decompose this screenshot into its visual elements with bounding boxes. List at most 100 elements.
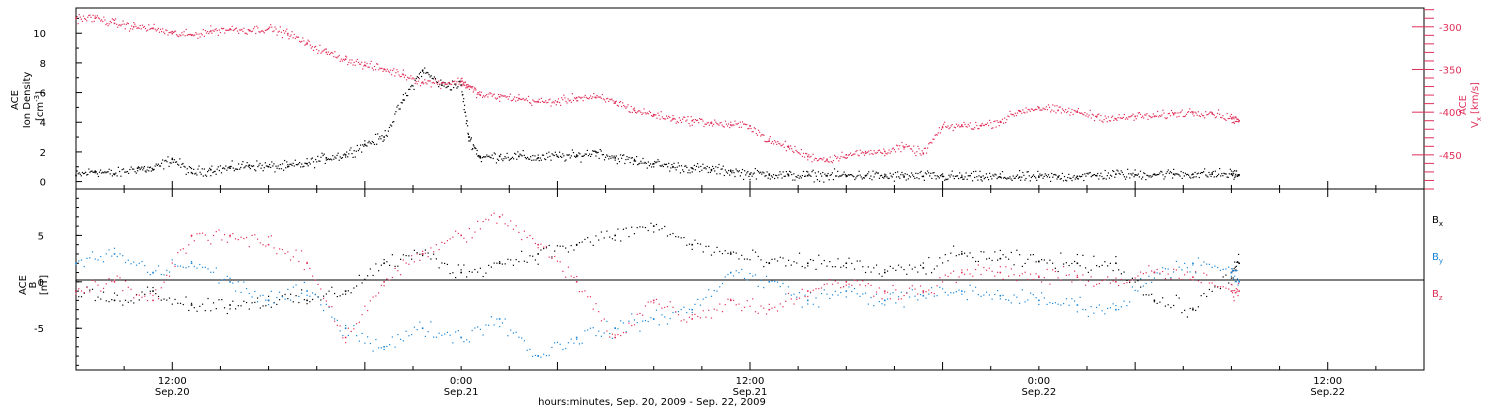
density-point	[320, 156, 322, 158]
bz-point	[273, 247, 275, 249]
density-point	[321, 152, 323, 154]
density-point	[248, 164, 251, 167]
density-point	[577, 155, 579, 157]
bz-point	[556, 260, 559, 262]
vx-point	[1167, 113, 1169, 115]
by-point	[295, 284, 297, 286]
density-point	[1193, 176, 1195, 178]
bz-point	[620, 334, 622, 337]
density-point	[1009, 176, 1011, 178]
density-point	[784, 175, 786, 177]
vx-point	[248, 30, 250, 32]
vx-point	[928, 143, 930, 145]
vx-point	[1207, 113, 1209, 116]
bz-point	[306, 262, 308, 265]
by-point	[1052, 302, 1054, 305]
density-point	[481, 156, 484, 159]
by-point	[936, 295, 938, 297]
bz-point	[686, 321, 688, 323]
vx-point	[739, 121, 741, 123]
vx-point	[178, 35, 180, 38]
bz-point	[845, 284, 847, 286]
vx-point	[985, 123, 988, 126]
density-point	[837, 170, 839, 172]
vx-point	[887, 152, 889, 154]
density-point	[1090, 176, 1092, 178]
density-point	[858, 170, 860, 172]
bx-point	[837, 258, 839, 260]
by-point	[422, 327, 424, 330]
by-point	[760, 279, 762, 281]
vx-point	[1055, 112, 1057, 114]
vx-point	[806, 153, 808, 155]
bx-point	[584, 238, 586, 240]
density-point	[812, 169, 814, 171]
vx-point	[1201, 114, 1204, 117]
bx-point	[460, 271, 462, 274]
density-point	[624, 162, 626, 165]
density-point	[614, 159, 616, 161]
density-point	[1087, 173, 1089, 175]
density-point	[579, 153, 581, 155]
bx-point	[812, 259, 814, 262]
bz-point	[587, 296, 589, 298]
vx-point	[600, 97, 602, 99]
density-point	[919, 171, 921, 174]
vx-point	[328, 53, 331, 56]
density-point	[316, 161, 318, 163]
bx-point	[501, 263, 504, 265]
density-point	[216, 168, 218, 170]
bx-point	[735, 252, 737, 254]
vx-point	[671, 119, 673, 121]
density-point	[210, 175, 212, 177]
by-point	[438, 332, 440, 334]
vx-point	[1168, 112, 1170, 115]
density-point	[485, 156, 487, 158]
density-point	[464, 111, 467, 113]
bz-point	[1140, 271, 1142, 273]
by-point	[644, 319, 647, 322]
by-point	[900, 291, 902, 293]
vx-point	[186, 34, 188, 36]
vx-point	[373, 65, 376, 68]
bz-point	[1233, 300, 1235, 302]
vx-point	[883, 148, 885, 150]
by-point	[661, 314, 663, 316]
density-point	[1172, 173, 1175, 175]
bx-point	[669, 233, 671, 236]
vx-point	[1101, 120, 1103, 122]
bx-point	[1120, 273, 1122, 275]
vx-point	[749, 125, 751, 127]
bz-point	[688, 316, 691, 318]
density-point	[859, 174, 861, 176]
bz-point	[1153, 271, 1155, 273]
density-point	[257, 166, 259, 168]
by-point	[724, 276, 726, 278]
density-point	[643, 162, 645, 164]
density-point	[832, 178, 835, 181]
by-point	[113, 247, 116, 249]
density-point	[1174, 174, 1176, 176]
density-point	[162, 159, 164, 161]
density-point	[97, 175, 100, 178]
density-point	[1013, 177, 1015, 179]
density-point	[182, 162, 184, 165]
bz-point	[152, 299, 154, 302]
bx-point	[468, 270, 470, 273]
density-point	[298, 161, 301, 164]
vx-point	[657, 112, 659, 114]
vx-point	[964, 123, 966, 126]
density-point	[929, 175, 931, 177]
density-point	[849, 174, 852, 176]
vx-point	[384, 69, 386, 71]
by-point	[333, 318, 336, 320]
bz-point	[1010, 268, 1012, 270]
bx-point	[856, 260, 858, 262]
bz-point	[179, 249, 182, 251]
by-point	[367, 336, 369, 338]
density-point	[1136, 174, 1138, 176]
bx-point	[688, 243, 691, 245]
by-point	[633, 319, 636, 321]
by-point	[215, 267, 217, 269]
density-point	[718, 163, 720, 166]
